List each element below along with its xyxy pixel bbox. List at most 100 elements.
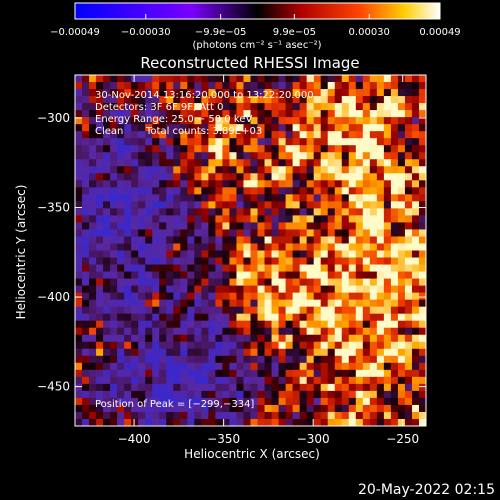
heatmap-cell <box>110 355 118 364</box>
heatmap-cell <box>320 194 329 202</box>
heatmap-cell <box>159 320 167 329</box>
heatmap-cell <box>117 110 125 118</box>
heatmap-cell <box>306 278 315 286</box>
heatmap-cell <box>236 306 244 315</box>
heatmap-cell <box>201 327 209 336</box>
heatmap-cell <box>103 145 111 153</box>
heatmap-cell <box>110 348 118 357</box>
heatmap-cell <box>278 215 286 223</box>
heatmap-cell <box>89 173 97 181</box>
heatmap-cell <box>341 222 350 230</box>
heatmap-cell <box>124 320 132 329</box>
heatmap-cell <box>243 208 251 216</box>
heatmap-cell <box>89 236 97 244</box>
heatmap-cell <box>82 173 90 181</box>
heatmap-cell <box>243 383 251 392</box>
heatmap-cell <box>208 145 216 153</box>
heatmap-cell <box>166 180 174 188</box>
heatmap-cell <box>362 327 371 336</box>
heatmap-cell <box>236 264 244 272</box>
heatmap-cell <box>75 264 83 272</box>
heatmap-cell <box>96 208 104 216</box>
heatmap-cell <box>250 264 258 272</box>
heatmap-cell <box>243 411 251 420</box>
heatmap-cell <box>229 82 237 90</box>
heatmap-cell <box>138 194 146 202</box>
heatmap-cell <box>187 299 195 308</box>
heatmap-cell <box>411 236 420 244</box>
heatmap-cell <box>278 117 286 125</box>
heatmap-cell <box>215 369 223 378</box>
heatmap-cell <box>75 306 83 315</box>
heatmap-cell <box>411 341 420 350</box>
heatmap-cell <box>285 355 294 364</box>
heatmap-cell <box>215 341 223 350</box>
heatmap-cell <box>369 299 378 308</box>
heatmap-cell <box>222 292 230 301</box>
heatmap-cell <box>334 215 343 223</box>
heatmap-cell <box>229 250 237 258</box>
heatmap-cell <box>376 257 385 265</box>
heatmap-cell <box>376 341 385 350</box>
heatmap-cell <box>376 271 385 279</box>
heatmap-cell <box>124 159 132 167</box>
heatmap-cell <box>117 180 125 188</box>
heatmap-cell <box>320 299 329 308</box>
heatmap-cell <box>299 124 308 132</box>
heatmap-cell <box>404 159 413 167</box>
heatmap-cell <box>215 103 223 111</box>
heatmap-cell <box>264 82 272 90</box>
heatmap-cell <box>306 250 315 258</box>
heatmap-cell <box>117 89 125 97</box>
heatmap-cell <box>82 166 90 174</box>
heatmap-cell <box>229 341 237 350</box>
heatmap-cell <box>131 103 139 111</box>
heatmap-cell <box>285 236 294 244</box>
heatmap-cell <box>313 96 322 104</box>
footer-date: 20-May-2022 02:15 <box>358 482 495 498</box>
heatmap-cell <box>103 222 111 230</box>
heatmap-cell <box>187 411 195 420</box>
heatmap-cell <box>215 187 223 195</box>
heatmap-cell <box>348 166 357 174</box>
heatmap-cell <box>208 264 216 272</box>
heatmap-cell <box>355 334 364 343</box>
heatmap-cell <box>250 383 258 392</box>
heatmap-cell <box>103 292 111 301</box>
heatmap-cell <box>131 264 139 272</box>
heatmap-cell <box>341 264 350 272</box>
heatmap-cell <box>341 411 350 420</box>
heatmap-cell <box>124 243 132 251</box>
heatmap-cell <box>355 173 364 181</box>
heatmap-cell <box>152 355 160 364</box>
heatmap-cell <box>159 334 167 343</box>
heatmap-cell <box>124 411 132 420</box>
heatmap-cell <box>348 299 357 308</box>
heatmap-cell <box>362 96 371 104</box>
heatmap-cell <box>264 390 272 399</box>
heatmap-cell <box>138 166 146 174</box>
heatmap-cell <box>243 159 251 167</box>
plot-frame <box>74 74 427 427</box>
heatmap-cell <box>348 369 357 378</box>
heatmap-cell <box>341 278 350 286</box>
heatmap-cell <box>411 89 420 97</box>
heatmap-cell <box>75 383 83 392</box>
heatmap-cell <box>411 390 420 399</box>
heatmap-cell <box>201 418 209 426</box>
heatmap-cell <box>348 194 357 202</box>
heatmap-cell <box>180 96 188 104</box>
heatmap-cell <box>229 236 237 244</box>
heatmap-cell <box>320 89 329 97</box>
heatmap-cell <box>327 103 336 111</box>
heatmap-cell <box>313 138 322 146</box>
heatmap-cell <box>292 355 301 364</box>
heatmap-cell <box>390 278 399 286</box>
heatmap-cell <box>383 131 392 139</box>
heatmap-cell <box>222 124 230 132</box>
heatmap-cell <box>369 341 378 350</box>
heatmap-cell <box>117 187 125 195</box>
heatmap-cell <box>145 208 153 216</box>
heatmap-cell <box>138 96 146 104</box>
heatmap-cell <box>292 215 301 223</box>
